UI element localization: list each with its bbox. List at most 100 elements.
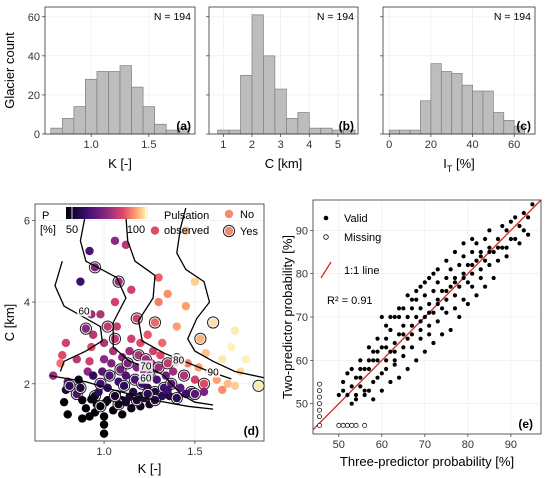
valid-point [422, 314, 427, 320]
valid-point [392, 362, 397, 367]
scatter-panel-e: 50 60 70 80 90 50 60 70 80 90 Three-predictor prob… [280, 199, 542, 469]
x-tick-label: 50 [333, 439, 345, 451]
histogram-bar [440, 71, 453, 135]
x-tick-label: 20 [425, 139, 437, 151]
glacier-point [125, 346, 134, 356]
missing-point [317, 381, 322, 387]
valid-point [478, 267, 483, 272]
histogram-bar [50, 127, 63, 135]
valid-point [409, 297, 415, 302]
valid-point [487, 249, 492, 255]
color-legend-unit: [%] [40, 224, 56, 236]
x-tick-label: 1.5 [141, 139, 156, 151]
valid-point [392, 349, 397, 354]
valid-point [513, 215, 518, 220]
sample-size-label: N = 194 [494, 11, 531, 23]
r-squared-label: R² = 0.91 [327, 295, 373, 307]
valid-point [487, 228, 492, 233]
valid-point [457, 284, 462, 289]
valid-point [405, 314, 410, 320]
glacier-point [72, 355, 82, 364]
y-tick-label: 80 [296, 269, 308, 281]
glacier-point [105, 371, 114, 380]
glacier-point [190, 277, 200, 286]
valid-point [405, 293, 410, 298]
histogram-bar [240, 75, 253, 135]
x-tick-label: 70 [419, 439, 431, 451]
valid-point [461, 254, 466, 259]
glacier-point [136, 338, 145, 348]
histogram-bar [493, 112, 505, 135]
glacier-point [85, 412, 94, 421]
glacier-point [158, 391, 167, 401]
histogram-panel-c: 0 20 40 60 N = 194 (c) IT [%] [380, 6, 536, 174]
glacier-point [127, 285, 136, 295]
histogram-bar [217, 129, 230, 135]
valid-point [448, 267, 453, 272]
glacier-point [107, 359, 116, 368]
valid-point [366, 366, 372, 372]
histogram-bar [228, 129, 241, 135]
pulsation-legend-title: Pulsation [164, 210, 209, 222]
valid-point [392, 340, 397, 346]
panel-border [382, 6, 536, 135]
valid-point [396, 375, 402, 380]
missing-point [344, 422, 350, 428]
glacier-point [96, 310, 105, 319]
valid-point [478, 249, 483, 255]
valid-point [375, 358, 380, 363]
glacier-point [227, 342, 236, 352]
glacier-point [143, 389, 152, 399]
valid-point [358, 384, 363, 389]
glacier-point [99, 420, 109, 429]
one-to-one-line [312, 199, 542, 431]
glacier-point [199, 379, 209, 388]
glacier-point [168, 367, 178, 376]
glacier-point [58, 350, 67, 360]
missing-point [349, 422, 355, 428]
valid-point [525, 215, 531, 220]
glacier-point [127, 404, 136, 413]
glacier-point [254, 381, 263, 391]
valid-point [500, 223, 505, 229]
valid-point [465, 280, 470, 285]
valid-point [435, 297, 440, 302]
valid-point [500, 245, 505, 250]
panel-label: (c) [516, 119, 531, 133]
x-tick-label: 0 [386, 139, 392, 151]
valid-point [517, 223, 522, 229]
legend-no-marker [224, 209, 234, 219]
y-axis-label: C [km] [2, 304, 17, 342]
sample-size-label: N = 194 [154, 11, 191, 23]
valid-point [470, 249, 475, 255]
glacier-point [190, 389, 200, 399]
histogram-bar [297, 112, 310, 135]
valid-point [384, 366, 389, 372]
glacier-point [85, 357, 94, 366]
panel-label: (e) [518, 417, 533, 431]
histogram-bar [430, 63, 442, 135]
y-axis-label: Two-predictor probability [%] [280, 235, 295, 399]
valid-point [517, 241, 522, 246]
valid-point [435, 301, 440, 307]
valid-point [358, 375, 363, 380]
valid-point [349, 384, 354, 389]
glacier-point [150, 226, 160, 235]
glacier-point [116, 365, 125, 374]
y-tick-label: 60 [28, 12, 40, 24]
legend-no-label: No [240, 209, 254, 221]
histogram-bar [119, 65, 132, 135]
valid-point [418, 306, 423, 311]
legend-line-label: 1:1 line [344, 265, 379, 277]
glacier-point [110, 391, 120, 401]
histogram-bar [320, 127, 333, 135]
histogram-bar [461, 84, 473, 135]
valid-point [452, 280, 458, 285]
glacier-point [103, 322, 112, 331]
valid-point [384, 336, 389, 341]
valid-point [465, 262, 470, 268]
glacier-point [158, 338, 167, 348]
y-tick-label: 20 [28, 90, 40, 102]
x-tick-label: 3 [278, 139, 284, 151]
panel-label: (d) [244, 424, 259, 438]
